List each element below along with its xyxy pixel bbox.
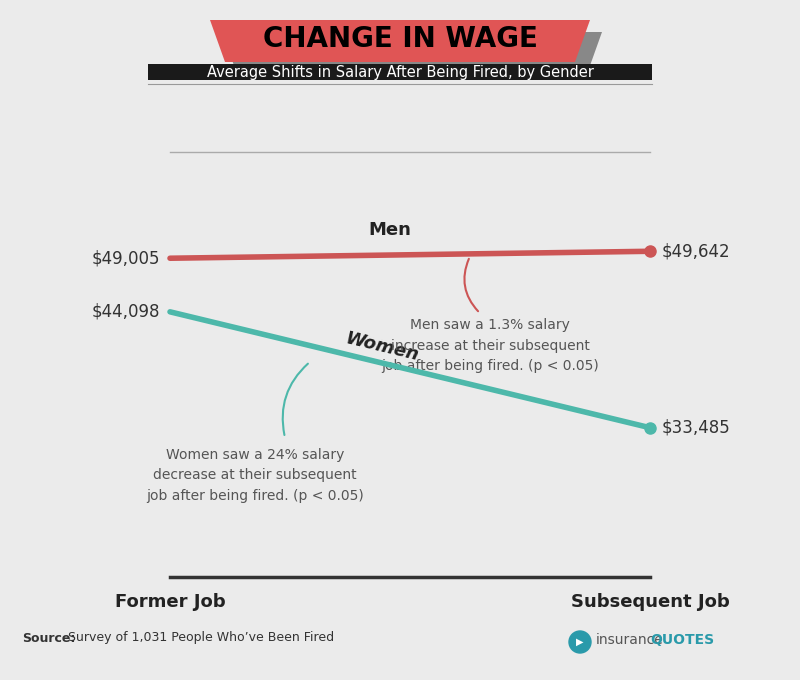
Text: CHANGE IN WAGE: CHANGE IN WAGE [262,25,538,53]
Text: $33,485: $33,485 [662,419,730,437]
Text: $49,642: $49,642 [662,242,730,260]
Text: insurance: insurance [596,633,664,647]
Text: Subsequent Job: Subsequent Job [570,593,730,611]
Text: QUOTES: QUOTES [650,633,714,647]
Text: Average Shifts in Salary After Being Fired, by Gender: Average Shifts in Salary After Being Fir… [206,65,594,80]
Text: Former Job: Former Job [114,593,226,611]
Text: Men saw a 1.3% salary
increase at their subsequent
job after being fired. (p < 0: Men saw a 1.3% salary increase at their … [381,318,599,373]
Text: Survey of 1,031 People Who’ve Been Fired: Survey of 1,031 People Who’ve Been Fired [64,632,334,645]
Polygon shape [148,64,652,80]
Polygon shape [210,20,590,62]
Text: $44,098: $44,098 [91,303,160,321]
Text: Source:: Source: [22,632,75,645]
Polygon shape [222,32,602,74]
Circle shape [569,631,591,653]
Text: Women: Women [343,330,421,364]
Text: $49,005: $49,005 [91,250,160,267]
Text: Men: Men [369,221,411,239]
Text: ▶: ▶ [576,637,584,647]
Text: Women saw a 24% salary
decrease at their subsequent
job after being fired. (p < : Women saw a 24% salary decrease at their… [146,447,364,503]
